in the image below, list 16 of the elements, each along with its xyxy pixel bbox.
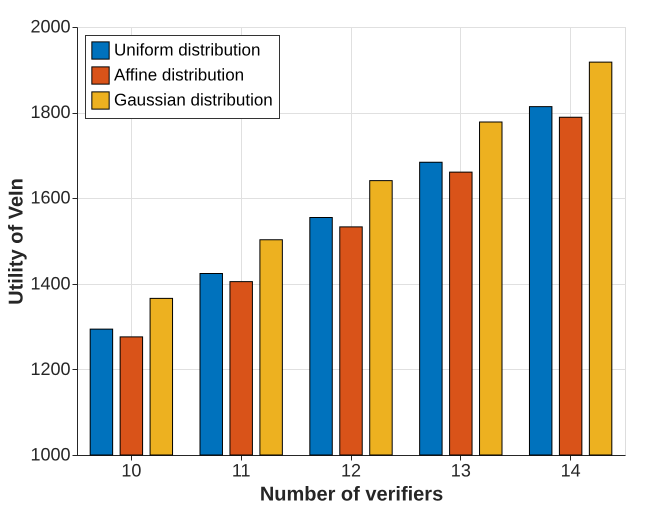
x-tick-label: 13 [450,460,471,480]
legend-label: Uniform distribution [114,40,260,60]
legend-label: Gaussian distribution [114,90,273,110]
y-tick-label: 1800 [30,102,70,122]
y-tick-label: 1600 [30,188,70,208]
x-axis-title: Number of verifiers [260,484,444,506]
x-tick-label: 14 [560,460,581,480]
legend-label: Affine distribution [114,66,244,84]
y-tick-label: 1000 [30,444,70,464]
y-tick-label: 1200 [30,358,70,379]
x-tick-label: 10 [121,460,142,480]
y-tick-label: 2000 [30,16,70,36]
y-axis-title: Utility of VeIn [5,178,28,305]
x-tick-label: 11 [232,460,251,480]
x-tick-label: 12 [340,460,362,480]
y-tick-label: 1400 [30,273,70,294]
